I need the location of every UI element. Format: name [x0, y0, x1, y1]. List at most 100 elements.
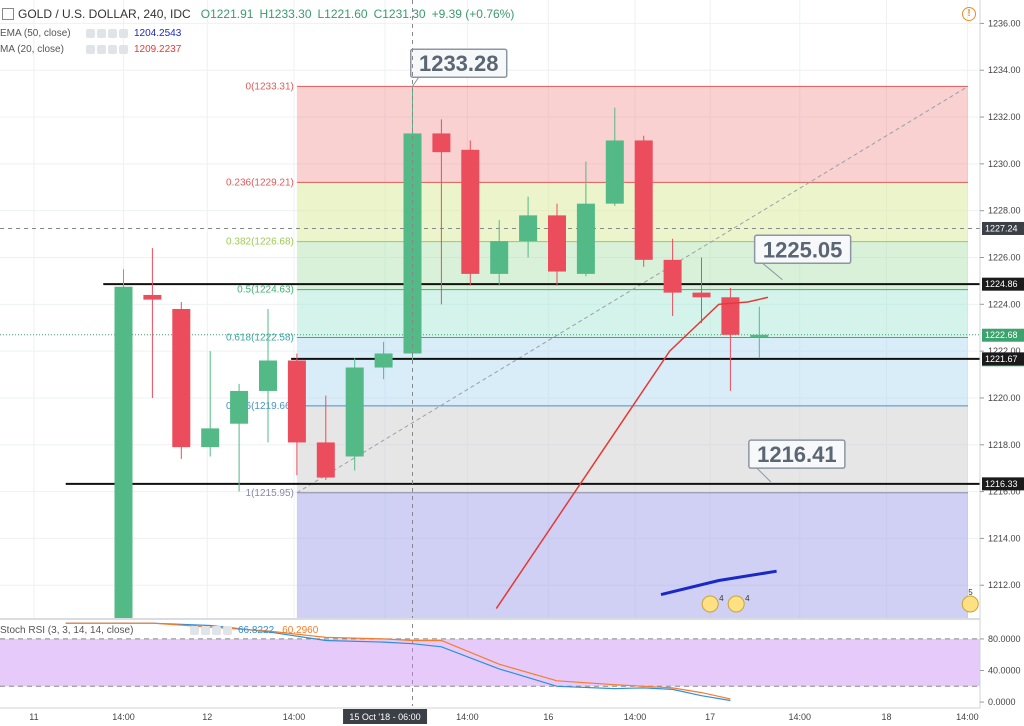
ema-add-icon[interactable] [108, 28, 117, 38]
fib-level-label: 0.382(1226.68) [226, 237, 294, 248]
collapse-icon[interactable] [2, 8, 14, 20]
price-tag [982, 477, 1024, 491]
ema-eye-icon[interactable] [86, 28, 95, 38]
candle-body [287, 360, 306, 443]
candle-body [114, 286, 133, 618]
main-pane: 0(1233.31) 0.236(1229.21) 0.382(1226.68) 0.… [0, 0, 980, 618]
price-tag-text: 1222.68 [985, 330, 1018, 340]
stoch-k-value: 66.8222 [238, 624, 275, 636]
callout-text: 1216.41 [757, 442, 837, 467]
ma-settings-icon[interactable] [97, 44, 106, 54]
time-axis-label: 12 [202, 712, 212, 722]
stoch-settings-icon[interactable] [201, 625, 210, 635]
price-axis-label: 1224.00 [988, 299, 1021, 309]
price-axis-label: 1222.00 [988, 346, 1021, 356]
ma-add-icon[interactable] [108, 44, 117, 54]
time-axis-bg [0, 708, 1024, 726]
event-count: 4 [745, 594, 750, 603]
callout-box [409, 48, 508, 78]
price-tag [982, 221, 1024, 235]
candle-body [345, 367, 364, 457]
close-value: C1231.30 [373, 7, 426, 21]
price-axis-label: 1218.00 [988, 440, 1021, 450]
candle-body [316, 442, 335, 478]
time-axis-label: 18 [881, 712, 891, 722]
candle-body [490, 241, 509, 274]
fib-level-label: 0.786(1219.66) [226, 401, 294, 412]
candle-body [750, 334, 769, 338]
ema-legend[interactable]: EMA (50, close) 1204.2543 [0, 25, 181, 41]
stoch-legend[interactable]: Stoch RSI (3, 3, 14, 14, close) 66.8222 … [0, 622, 318, 638]
candle-body [143, 294, 162, 300]
ma-line [495, 296, 769, 610]
ma-value: 1209.2237 [134, 43, 182, 55]
ma-more-icon[interactable] [119, 44, 128, 54]
ma-eye-icon[interactable] [86, 44, 95, 54]
price-tag-text: 1216.33 [985, 479, 1018, 489]
chart-header: GOLD / U.S. DOLLAR, 240, IDC O1221.91 H1… [0, 6, 520, 22]
callout-box [753, 234, 852, 265]
stoch-d-value: 60.2960 [282, 624, 319, 636]
price-axis-label: 1214.00 [988, 533, 1021, 543]
price-tag-text: 1227.24 [985, 223, 1018, 233]
time-axis-label: 14:00 [283, 712, 306, 722]
open-value: O1221.91 [200, 7, 254, 21]
price-axis-label: 1226.00 [988, 253, 1021, 263]
fib-zone [296, 182, 968, 242]
callout-pointer [762, 262, 783, 281]
time-axis-label: 17 [705, 712, 715, 722]
fib-level-label: 0.236(1229.21) [226, 177, 294, 188]
stoch-label: Stoch RSI (3, 3, 14, 14, close) [0, 624, 134, 636]
candle-body [548, 215, 566, 272]
price-axis-label: 1220.00 [988, 393, 1021, 403]
ema-settings-icon[interactable] [97, 28, 106, 38]
time-axis-label: 16 [543, 712, 553, 722]
time-axis-label: 14:00 [456, 712, 479, 722]
price-axis-label: 1216.00 [988, 487, 1021, 497]
fib-zone [296, 289, 968, 338]
candle-body [259, 360, 277, 391]
price-tag [982, 277, 1024, 291]
candle-body [634, 140, 653, 260]
callout-pointer [412, 76, 420, 87]
ema-line [660, 569, 777, 597]
fib-zone [296, 492, 968, 618]
time-tag [343, 709, 428, 724]
alert-icon[interactable]: ! [962, 7, 976, 21]
stoch-more-icon[interactable] [223, 625, 232, 635]
stoch-add-icon[interactable] [212, 625, 221, 635]
candle-body [374, 353, 393, 368]
price-axis-label: 1232.00 [988, 112, 1021, 122]
time-axis-label: 14:00 [956, 712, 979, 722]
time-tag-text: 15 Oct '18 - 06:00 [349, 712, 420, 722]
fib-zone [296, 241, 968, 290]
candle-body [432, 133, 451, 153]
fib-zone [296, 405, 968, 493]
ema-value: 1204.2543 [134, 27, 182, 39]
stoch-eye-icon[interactable] [190, 625, 199, 635]
candle-body [576, 203, 595, 274]
price-tag-text: 1221.67 [985, 354, 1018, 364]
high-value: H1233.30 [259, 7, 312, 21]
ma-label: MA (20, close) [0, 43, 64, 55]
ma-legend[interactable]: MA (20, close) 1209.2237 [0, 41, 181, 57]
fib-level-label: 0.618(1222.58) [226, 333, 294, 344]
callout-box [748, 439, 846, 469]
fib-level-label: 1(1215.95) [246, 488, 294, 499]
price-axis-label: 1234.00 [988, 65, 1021, 75]
time-axis-label: 14:00 [112, 712, 135, 722]
fib-level-label: 0.5(1224.63) [237, 285, 294, 296]
price-axis-label: 1212.00 [988, 580, 1021, 590]
candle-body [605, 140, 624, 204]
event-marker [961, 595, 979, 613]
change-value: +9.39 (+0.76%) [431, 7, 515, 21]
stoch-band-fill [0, 638, 980, 687]
candle-body [461, 149, 480, 274]
stoch-axis-label: 80.0000 [988, 634, 1021, 644]
ema-more-icon[interactable] [119, 28, 128, 38]
candle-body [172, 309, 191, 448]
candle-body [519, 215, 538, 242]
stoch-axis-label: 40.0000 [988, 665, 1021, 675]
callout-text: 1233.28 [419, 51, 499, 76]
